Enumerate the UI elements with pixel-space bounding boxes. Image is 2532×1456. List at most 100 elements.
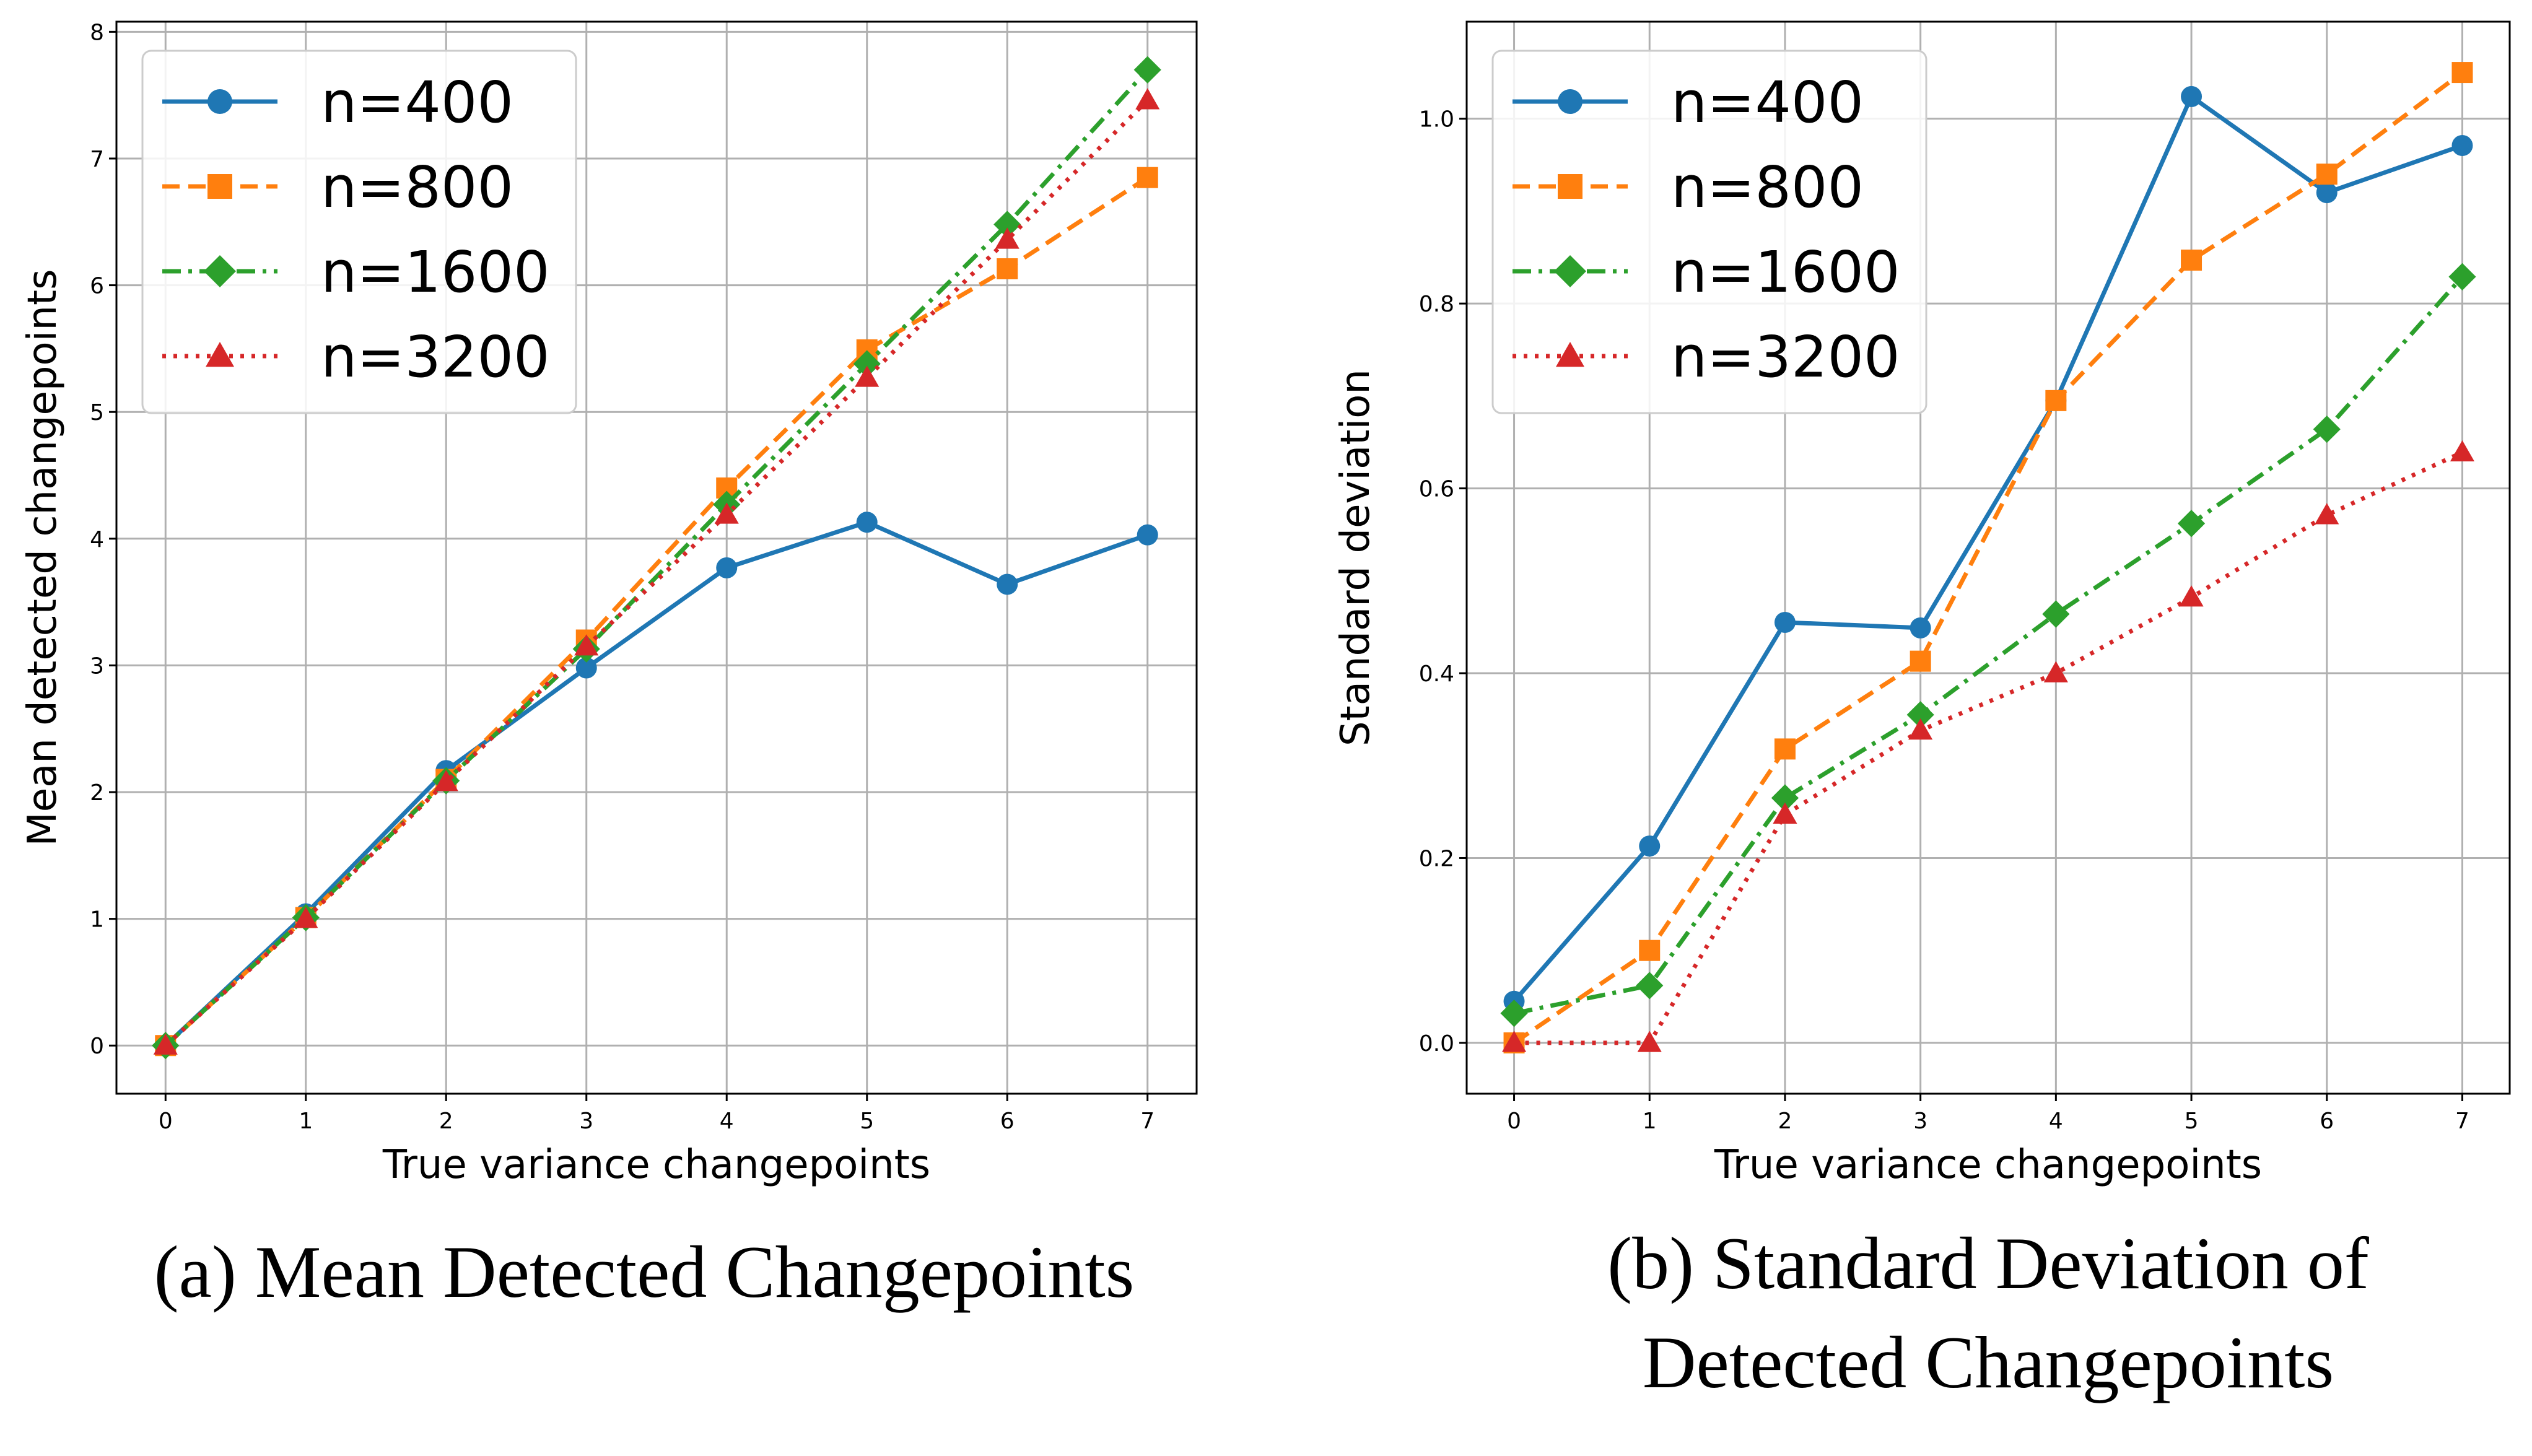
x-tick-label: 7 bbox=[2455, 1109, 2469, 1134]
data-point-n=3200 bbox=[2315, 503, 2339, 525]
data-point-n=1600 bbox=[1906, 701, 1934, 729]
data-point-n=1600 bbox=[1500, 1000, 1528, 1027]
y-tick-label: 2 bbox=[90, 780, 104, 806]
x-axis-label: True variance changepoints bbox=[382, 1142, 930, 1188]
data-point-n=1600 bbox=[2448, 263, 2476, 290]
legend-label: n=3200 bbox=[1671, 324, 1900, 390]
x-tick-label: 5 bbox=[860, 1109, 874, 1134]
plot-frame bbox=[1465, 20, 2511, 1095]
data-point-n=3200 bbox=[294, 907, 318, 928]
data-point-n=3200 bbox=[1501, 1031, 1527, 1052]
data-point-n=400 bbox=[1137, 524, 1158, 546]
legend-marker-n=800 bbox=[1558, 174, 1583, 199]
data-point-n=1600 bbox=[993, 211, 1021, 238]
x-tick-label: 6 bbox=[1000, 1109, 1015, 1134]
legend: n=400 n=800 n=1600 n=3200 bbox=[1491, 50, 1927, 414]
y-tick-label: 8 bbox=[90, 20, 104, 45]
data-point-n=3200 bbox=[434, 770, 458, 791]
x-tick-label: 2 bbox=[439, 1109, 453, 1134]
data-point-n=1600 bbox=[1636, 972, 1664, 1000]
chart-panel-mean: 0 1 2 3 4 5 6 7 0 1 2 3 4 5 6 7 8 True variance changepoi… bbox=[20, 20, 1198, 1188]
series-line-n=3200 bbox=[1514, 450, 2463, 1045]
x-tick-label: 4 bbox=[720, 1109, 734, 1134]
x-tick-label: 2 bbox=[1778, 1109, 1792, 1134]
data-point-n=400 bbox=[1910, 617, 1931, 639]
data-point-n=3200 bbox=[1773, 802, 1797, 824]
data-point-n=1600 bbox=[853, 350, 881, 378]
data-point-n=800 bbox=[2181, 249, 2202, 271]
caption-b-line1: (b) Standard Deviation of bbox=[1607, 1222, 2369, 1304]
data-point-n=1600 bbox=[2313, 415, 2341, 443]
caption-a: (a) Mean Detected Changepoints bbox=[154, 1231, 1135, 1313]
legend: n=400 n=800 n=1600 n=3200 bbox=[141, 50, 577, 414]
legend-label: n=3200 bbox=[321, 324, 550, 390]
caption-b-line2: Detected Changepoints bbox=[1643, 1321, 2334, 1403]
data-point-n=3200 bbox=[1908, 718, 1933, 740]
x-tick-label: 1 bbox=[1643, 1109, 1657, 1134]
x-tick-label: 0 bbox=[1507, 1109, 1521, 1134]
legend-marker-n=400 bbox=[207, 89, 232, 114]
plot-frame bbox=[115, 20, 1198, 1095]
data-point-n=3200 bbox=[2179, 585, 2204, 607]
data-point-n=3200 bbox=[2450, 440, 2475, 462]
series-line-n=800 bbox=[1513, 71, 2464, 1045]
data-point-n=3200 bbox=[2043, 661, 2068, 682]
y-tick-label: 0 bbox=[90, 1034, 104, 1059]
data-point-n=3200 bbox=[1135, 88, 1160, 110]
data-point-n=3200 bbox=[714, 502, 739, 524]
y-tick-label: 4 bbox=[90, 527, 104, 552]
data-point-n=3200 bbox=[153, 1033, 178, 1055]
x-tick-label: 0 bbox=[159, 1109, 173, 1134]
data-point-n=1600 bbox=[2177, 510, 2206, 538]
legend-marker-n=800 bbox=[207, 174, 232, 199]
data-point-n=400 bbox=[2181, 85, 2202, 107]
legend-label: n=800 bbox=[321, 154, 513, 220]
data-point-n=1600 bbox=[1133, 56, 1161, 84]
data-point-n=800 bbox=[997, 258, 1018, 279]
y-axis-label: Mean detected changepoints bbox=[20, 269, 66, 847]
legend-marker-n=3200 bbox=[206, 342, 234, 367]
series-line-n=400 bbox=[1512, 94, 2463, 1003]
data-point-n=800 bbox=[1774, 738, 1796, 760]
y-tick-label: 0.2 bbox=[1419, 846, 1454, 871]
data-point-n=400 bbox=[1774, 611, 1796, 633]
y-tick-label: 6 bbox=[90, 274, 104, 299]
x-tick-label: 6 bbox=[2320, 1109, 2334, 1134]
legend-label: n=400 bbox=[321, 69, 513, 136]
y-tick-label: 0.0 bbox=[1419, 1031, 1454, 1057]
legend-label: n=400 bbox=[1671, 69, 1864, 136]
series-line-n=1600 bbox=[164, 68, 1150, 1047]
data-point-n=800 bbox=[2316, 163, 2338, 185]
series-line-n=400 bbox=[164, 520, 1148, 1047]
data-point-n=400 bbox=[997, 573, 1018, 595]
data-point-n=400 bbox=[575, 657, 597, 679]
data-point-n=3200 bbox=[574, 634, 599, 656]
y-tick-label: 7 bbox=[90, 147, 104, 172]
data-point-n=400 bbox=[1639, 835, 1661, 857]
data-point-n=3200 bbox=[1637, 1031, 1662, 1052]
y-tick-label: 0.4 bbox=[1419, 661, 1454, 687]
x-tick-label: 3 bbox=[1913, 1109, 1927, 1134]
series-line-n=1600 bbox=[1513, 275, 2464, 1016]
data-point-n=400 bbox=[2316, 182, 2338, 204]
chart-panel-std: 0 1 2 3 4 5 6 7 0.0 0.2 0.4 0.6 0.8 1.0 True variance … bbox=[1333, 20, 2511, 1188]
y-tick-label: 0.8 bbox=[1419, 292, 1454, 317]
x-tick-label: 1 bbox=[299, 1109, 313, 1134]
y-tick-label: 1 bbox=[90, 907, 104, 933]
data-point-n=800 bbox=[1639, 939, 1661, 961]
y-tick-label: 3 bbox=[90, 653, 104, 679]
data-point-n=400 bbox=[856, 512, 878, 533]
y-tick-label: 5 bbox=[90, 400, 104, 425]
data-point-n=1600 bbox=[2042, 600, 2070, 628]
data-point-n=800 bbox=[2045, 390, 2067, 411]
legend-box bbox=[1491, 50, 1927, 414]
legend-marker-n=400 bbox=[1558, 89, 1583, 114]
legend-label: n=1600 bbox=[1671, 239, 1900, 305]
x-tick-label: 5 bbox=[2185, 1109, 2199, 1134]
data-point-n=3200 bbox=[855, 365, 880, 387]
legend-marker-n=3200 bbox=[1556, 342, 1584, 367]
x-tick-label: 7 bbox=[1140, 1109, 1155, 1134]
data-point-n=400 bbox=[2451, 134, 2473, 156]
x-tick-label: 4 bbox=[2049, 1109, 2063, 1134]
